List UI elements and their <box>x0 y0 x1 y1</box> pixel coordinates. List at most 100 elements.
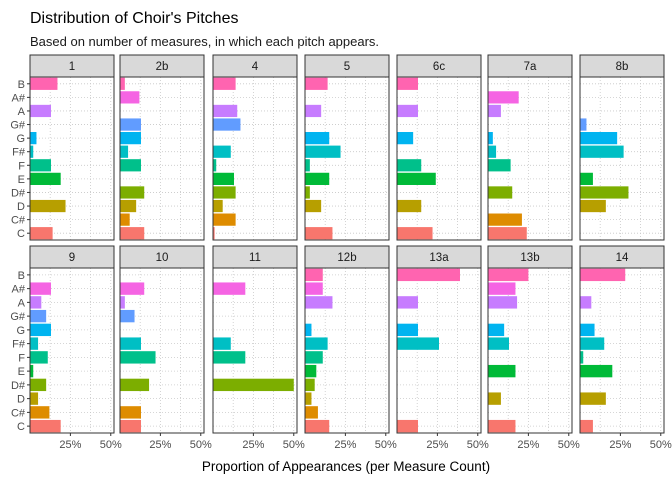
panel-6c: 6c <box>396 54 482 241</box>
y-tick-label-C#: C# <box>11 215 26 227</box>
bar-14-C <box>580 419 593 433</box>
panel-12b: 12b 25% 50% <box>304 245 397 451</box>
bar-10-C <box>120 419 141 433</box>
y-tick-label-D: D <box>17 394 25 406</box>
bar-9-A# <box>30 282 51 295</box>
bar-1-F <box>30 159 51 172</box>
panel-8b: 8b <box>579 54 665 241</box>
panel-strip-label: 13a <box>429 252 449 264</box>
bar-5-G <box>305 132 330 145</box>
bar-6c-E <box>397 172 436 185</box>
bar-8b-F# <box>580 145 624 158</box>
panel-background <box>580 268 664 433</box>
bar-12b-C <box>305 419 330 433</box>
panel-border <box>29 267 115 434</box>
y-tick-label-F: F <box>18 160 25 172</box>
bar-13b-B <box>488 268 529 282</box>
bar-2b-F# <box>120 145 129 158</box>
panel-background <box>213 268 297 433</box>
bar-10-F# <box>120 337 141 350</box>
y-tick-label-G: G <box>16 325 25 337</box>
bar-2b-G# <box>120 118 141 131</box>
bar-12b-F <box>305 351 323 364</box>
bar-5-F# <box>305 145 341 158</box>
panel-background <box>30 268 114 433</box>
panel-border <box>396 76 482 241</box>
panel-strip-label: 4 <box>252 61 259 73</box>
bar-14-A <box>580 296 592 309</box>
bar-12b-F# <box>305 337 328 350</box>
bar-5-C <box>305 227 333 240</box>
bar-12b-D# <box>305 378 315 392</box>
bar-1-E <box>30 172 61 185</box>
bar-2b-F <box>120 159 141 172</box>
bar-9-G <box>30 323 51 337</box>
chart-subtitle: Based on number of measures, in which ea… <box>30 34 379 49</box>
bar-11-F <box>213 351 246 364</box>
panel-14: 14 25% 50% <box>579 245 672 451</box>
bar-5-D# <box>305 186 310 199</box>
bar-6c-C <box>397 227 433 240</box>
panel-background <box>488 268 572 433</box>
panel-background <box>305 268 389 433</box>
panel-border <box>487 76 573 241</box>
y-tick-label-C: C <box>17 421 25 433</box>
y-tick-label-C: C <box>17 228 25 240</box>
panel-background <box>120 77 204 240</box>
bar-10-F <box>120 351 156 364</box>
y-tick-label-E: E <box>18 174 25 186</box>
panel-border <box>304 267 390 434</box>
bar-7a-A# <box>488 91 519 104</box>
panel-strip-label: 12b <box>337 252 356 264</box>
bar-4-C# <box>213 213 236 226</box>
bar-1-A <box>30 104 51 118</box>
bar-9-C <box>30 419 61 433</box>
bar-12b-G <box>305 323 312 337</box>
panel-background <box>580 77 664 240</box>
x-tick-label: 50% <box>283 439 305 451</box>
panel-border <box>119 76 205 241</box>
bar-12b-C# <box>305 406 318 419</box>
bar-13a-B <box>397 268 460 282</box>
bar-4-G# <box>213 118 241 131</box>
bar-13b-A# <box>488 282 516 295</box>
bar-9-D# <box>30 378 47 392</box>
bar-4-A <box>213 104 238 118</box>
bar-1-B <box>30 77 58 90</box>
y-axis-layer: CC#DD#EFF#GG#AA#BCC#DD#EFF#GG#AA#B <box>10 79 30 433</box>
bar-6c-D <box>397 199 422 213</box>
panel-background <box>488 77 572 240</box>
bar-2b-C# <box>120 213 130 226</box>
x-tick-label: 25% <box>426 439 448 451</box>
panel-background <box>30 77 114 240</box>
y-tick-label-E: E <box>18 366 25 378</box>
bar-12b-A# <box>305 282 323 295</box>
y-tick-label-G#: G# <box>10 120 26 132</box>
x-tick-label: 50% <box>558 439 580 451</box>
bar-14-B <box>580 268 626 282</box>
panel-strip-label: 14 <box>616 252 629 264</box>
y-tick-label-B: B <box>18 79 25 91</box>
bar-4-F# <box>213 145 231 158</box>
y-tick-label-A: A <box>18 297 26 309</box>
y-tick-label-D#: D# <box>11 187 26 199</box>
bar-11-D# <box>213 378 294 392</box>
panel-strip-label: 6c <box>433 61 445 73</box>
bar-7a-F <box>488 159 511 172</box>
bar-10-D# <box>120 378 150 392</box>
bar-6c-F <box>397 159 422 172</box>
bar-13a-C <box>397 419 418 433</box>
panel-border <box>487 267 573 434</box>
y-tick-label-G#: G# <box>10 311 26 323</box>
bar-10-A# <box>120 282 145 295</box>
panel-9: 9 25% 50% <box>29 245 122 451</box>
bar-5-A <box>305 104 322 118</box>
bar-2b-C <box>120 227 145 240</box>
chart-title: Distribution of Choir's Pitches <box>30 10 238 27</box>
bar-4-B <box>213 77 236 90</box>
panel-2b: 2b <box>119 54 205 241</box>
bar-8b-E <box>580 172 593 185</box>
bar-13b-F# <box>488 337 509 350</box>
